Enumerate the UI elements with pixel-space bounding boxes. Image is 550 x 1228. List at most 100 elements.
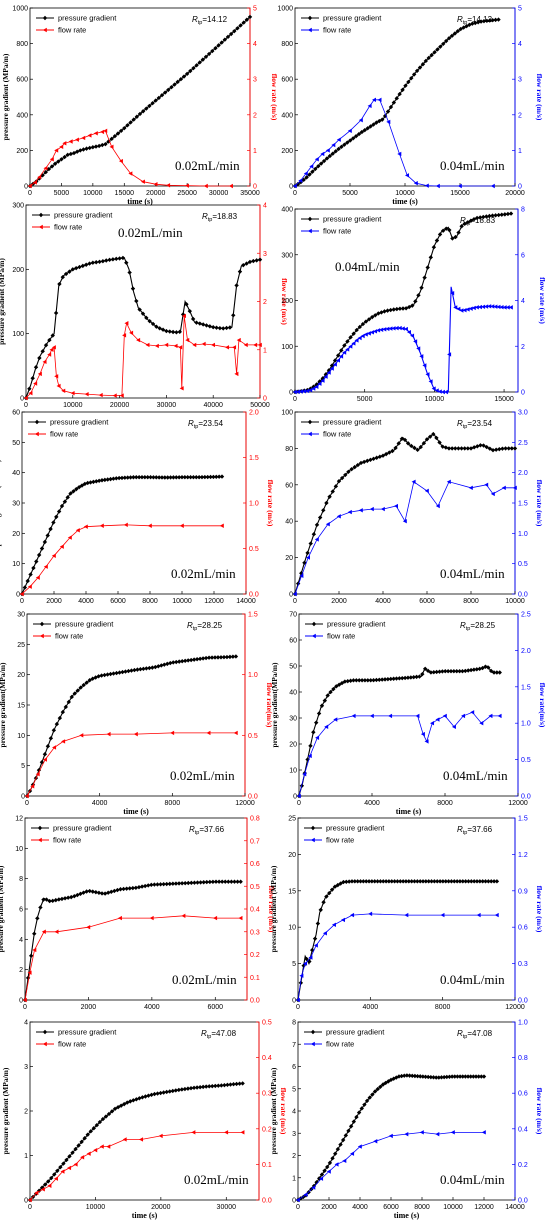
legend-flow-label: flow rate (58, 26, 86, 35)
data-point (307, 172, 312, 177)
data-point (164, 342, 169, 348)
y-tick-label: 80 (285, 446, 293, 453)
data-point (214, 325, 219, 330)
condition-label: 0.02mL/min (175, 158, 240, 173)
data-point (474, 667, 480, 672)
data-point (164, 881, 169, 887)
y2-tick-label: 0.0 (250, 998, 260, 1005)
data-point (388, 713, 393, 719)
x-tick-label: 10000 (425, 396, 445, 403)
data-point (63, 704, 68, 710)
data-point (397, 306, 403, 311)
data-point (320, 378, 325, 383)
data-point (400, 87, 405, 93)
data-point (506, 446, 511, 451)
legend-pressure-label: pressure gradient (54, 211, 113, 220)
data-point (145, 342, 150, 348)
x-tick-label: 12000 (474, 1204, 494, 1211)
y-tick-label: 25 (288, 816, 296, 823)
data-point (31, 565, 36, 571)
data-point (435, 1131, 440, 1137)
data-point (499, 304, 504, 310)
data-point (106, 1144, 111, 1149)
data-point (32, 931, 37, 936)
data-point (226, 879, 231, 884)
data-point (298, 389, 303, 394)
y-tick-label: 100 (281, 410, 293, 417)
data-point (351, 1119, 356, 1124)
legend-pressure-label: pressure gradient (326, 1028, 385, 1037)
data-point (447, 1074, 452, 1079)
legend-pressure-marker (310, 825, 316, 831)
legend-pressure-label: pressure gradient (326, 824, 385, 833)
data-point (100, 129, 105, 135)
data-point (84, 391, 89, 397)
data-point (98, 392, 103, 398)
data-point (232, 28, 237, 34)
data-point (240, 1081, 245, 1086)
x-tick-label: 4000 (375, 598, 391, 605)
data-point (427, 434, 433, 439)
data-point (478, 19, 484, 24)
data-point (424, 739, 429, 744)
data-point (503, 446, 508, 451)
data-point (127, 886, 132, 891)
data-point (348, 344, 353, 349)
data-point (79, 483, 85, 488)
data-point (53, 897, 59, 903)
data-point (364, 879, 369, 884)
data-point (207, 324, 213, 329)
data-point (462, 446, 467, 451)
data-point (426, 1074, 431, 1080)
data-point (367, 1095, 372, 1100)
x-tick-label: 8000 (142, 598, 158, 605)
data-point (367, 103, 372, 109)
data-point (87, 261, 92, 266)
data-point (136, 884, 142, 890)
data-point (111, 671, 116, 676)
data-point (27, 1197, 32, 1203)
data-point (27, 183, 32, 189)
y-tick-label: 10 (12, 561, 20, 568)
data-point (164, 1089, 169, 1095)
data-point (459, 308, 464, 313)
y-tick-label: 15 (17, 703, 25, 710)
data-point (124, 260, 129, 265)
data-point (182, 658, 188, 664)
data-point (474, 215, 480, 221)
condition-label: 0.02mL/min (118, 225, 183, 240)
data-point (219, 474, 225, 479)
legend-flow-label: flow rate (58, 1040, 86, 1049)
data-point (140, 109, 146, 114)
data-point (381, 879, 386, 884)
data-point (179, 475, 185, 480)
y-tick-label: 10 (288, 925, 296, 932)
data-point (182, 475, 188, 480)
data-point (477, 215, 483, 220)
data-point (397, 325, 402, 331)
data-point (203, 1084, 209, 1089)
data-point (336, 514, 341, 519)
data-point (244, 261, 249, 266)
data-point (449, 879, 454, 884)
data-point (244, 17, 250, 22)
data-point (333, 1151, 338, 1156)
series-flow-rate (292, 479, 517, 597)
chart-panel-row4-right: 0 4000 8000 12000 0 10 20 30 40 50 60 70 0.0 0.5 1.0 1.… (270, 612, 547, 817)
data-point (207, 879, 213, 885)
y-tick-label: 60 (12, 410, 20, 417)
data-point (317, 381, 322, 386)
data-point (322, 698, 328, 703)
data-point (51, 553, 56, 558)
data-point (72, 691, 77, 696)
data-point (88, 1129, 93, 1134)
data-point (177, 659, 182, 664)
legend-flow-marker (307, 228, 312, 234)
data-point (321, 508, 326, 513)
data-point (392, 879, 397, 884)
y-tick-label: 30 (12, 501, 20, 508)
data-point (112, 1106, 118, 1111)
data-point (76, 484, 82, 490)
data-point (48, 736, 54, 741)
data-point (60, 1169, 65, 1174)
